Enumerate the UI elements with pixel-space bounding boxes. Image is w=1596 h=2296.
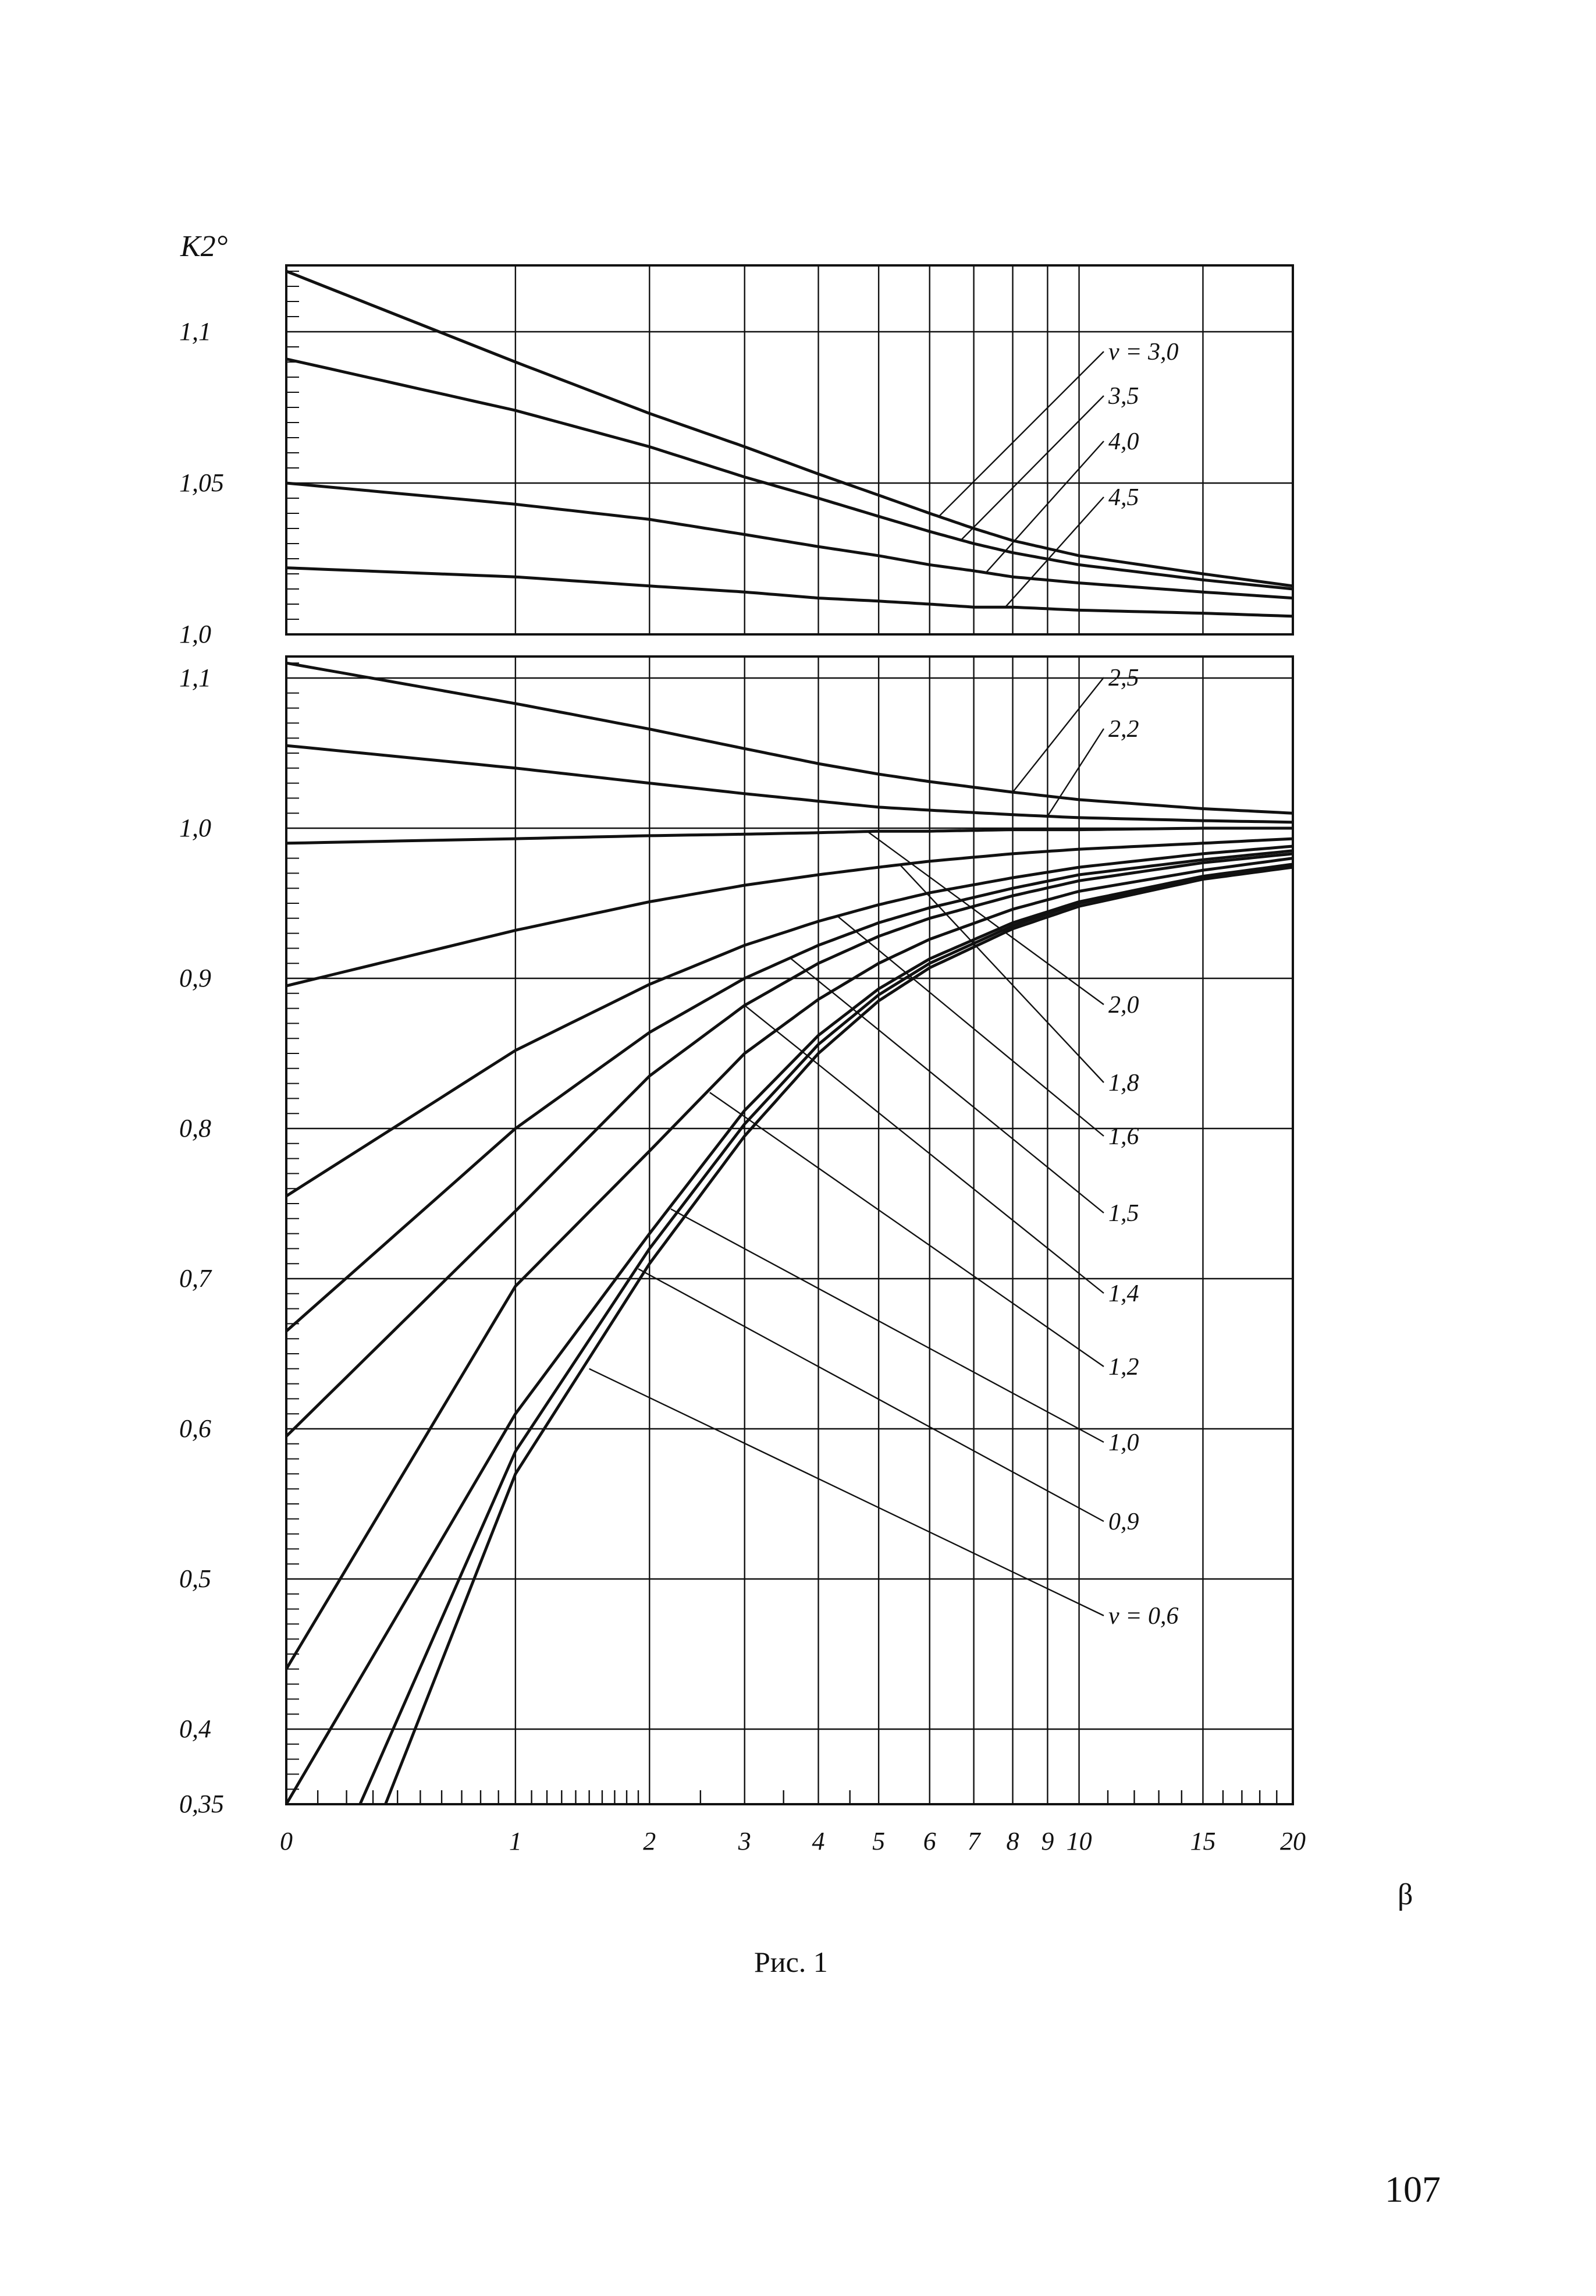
- lower-y-tick-label: 0,5: [179, 1564, 211, 1593]
- x-axis-title: β: [1398, 1878, 1413, 1911]
- series-curve-30: [286, 269, 1293, 588]
- upper-y-tick-label: 1,0: [179, 620, 211, 648]
- lower-y-tick-label: 1,0: [179, 814, 211, 842]
- lower-y-tick-label: 0,4: [179, 1715, 211, 1743]
- x-tick-label: 20: [1280, 1827, 1306, 1855]
- leader-line: [867, 831, 1104, 1005]
- lower-y-tick-label: 1,1: [179, 663, 211, 692]
- grid: [285, 264, 1294, 1805]
- upper-y-tick-label: 1,1: [179, 317, 211, 346]
- y-axis-title: K2°: [180, 230, 228, 263]
- series-curve-35: [286, 357, 1293, 591]
- x-tick-label: 9: [1041, 1827, 1054, 1855]
- x-tick-label: 0: [280, 1827, 293, 1855]
- leader-line: [899, 864, 1104, 1083]
- series-curve-45: [286, 566, 1293, 618]
- leader-line: [837, 915, 1104, 1137]
- series-curve-18: [286, 837, 1293, 988]
- series-curve-06: [384, 865, 1293, 1805]
- leader-line: [709, 1092, 1104, 1367]
- curve-label: v = 0,6: [1108, 1603, 1178, 1630]
- leader-line: [589, 1368, 1104, 1617]
- leader-line: [638, 1268, 1104, 1523]
- leader-line: [790, 958, 1104, 1213]
- series-curve-20: [286, 826, 1293, 845]
- series-curve-40: [286, 481, 1293, 600]
- curve-label: 2,5: [1108, 665, 1139, 691]
- series-curve-10: [285, 863, 1293, 1805]
- leader-line: [1047, 728, 1105, 817]
- page-number: 107: [1385, 2169, 1441, 2210]
- x-tick-label: 8: [1007, 1827, 1019, 1855]
- leader-line: [961, 395, 1104, 541]
- figure-caption: Рис. 1: [754, 1946, 828, 1978]
- series-curve-15: [285, 849, 1293, 1333]
- x-tick-label: 1: [509, 1827, 522, 1855]
- x-tick-label: 2: [643, 1827, 656, 1855]
- curve-label: 2,2: [1108, 716, 1139, 743]
- curve-label: v = 3,0: [1108, 339, 1178, 365]
- curve-label-leaders: [589, 351, 1105, 1617]
- curve-label: 1,5: [1108, 1200, 1139, 1227]
- curve-label: 1,6: [1108, 1123, 1139, 1150]
- curve-label: 1,2: [1108, 1354, 1139, 1381]
- series-curve-12: [285, 857, 1293, 1670]
- x-tick-label: 3: [738, 1827, 751, 1855]
- series-curve-22: [286, 744, 1293, 824]
- leader-line: [938, 351, 1104, 517]
- curve-label: 4,5: [1108, 484, 1139, 511]
- leader-line: [670, 1208, 1104, 1443]
- labels: 1,11,051,01,11,00,90,80,70,60,50,40,350 1…: [179, 230, 1413, 1911]
- series-lines: [285, 269, 1293, 1805]
- series-curve-16: [285, 844, 1293, 1198]
- series-curve-09: [358, 864, 1293, 1805]
- curve-label: 0,9: [1108, 1509, 1139, 1535]
- leader-line: [1012, 677, 1104, 793]
- curve-label: 1,0: [1108, 1429, 1139, 1456]
- leader-line: [985, 441, 1104, 573]
- x-tick-label: 15: [1190, 1827, 1215, 1855]
- x-tick-label: 4: [812, 1827, 825, 1855]
- curve-label: 4,0: [1108, 428, 1139, 455]
- leader-line: [1004, 496, 1104, 608]
- series-curve-14: [285, 852, 1293, 1438]
- leader-line: [744, 1005, 1104, 1294]
- curve-label: 1,8: [1108, 1070, 1139, 1096]
- x-tick-label: 6: [923, 1827, 936, 1855]
- lower-y-tick-label: 0,35: [179, 1790, 224, 1818]
- lower-y-tick-label: 0,8: [179, 1114, 211, 1142]
- x-tick-label: 10: [1067, 1827, 1092, 1855]
- lower-y-tick-label: 0,9: [179, 964, 211, 992]
- curve-label: 1,4: [1108, 1280, 1139, 1307]
- series-curve-25: [286, 661, 1293, 815]
- x-tick-label: 7: [968, 1827, 982, 1855]
- curve-label: 2,0: [1108, 992, 1139, 1019]
- lower-y-tick-label: 0,6: [179, 1414, 211, 1443]
- upper-y-tick-label: 1,05: [179, 469, 224, 497]
- lower-panel-frame: [285, 655, 1294, 1805]
- upper-panel-frame: [285, 264, 1294, 636]
- lower-y-tick-label: 0,7: [179, 1264, 212, 1293]
- curve-label: 3,5: [1108, 383, 1139, 410]
- minor-ticks: [286, 271, 1278, 1805]
- x-tick-label: 5: [872, 1827, 885, 1855]
